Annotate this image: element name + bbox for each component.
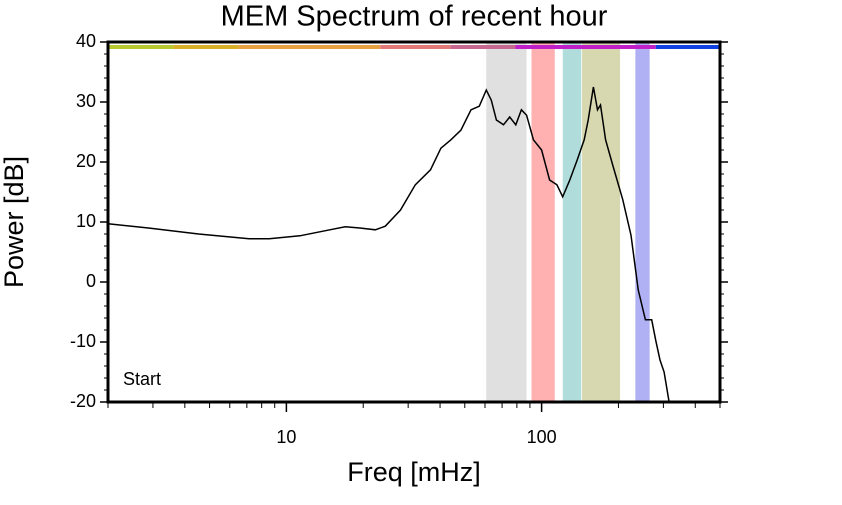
top-bar-segment (450, 45, 516, 49)
band (635, 42, 650, 402)
x-tick-label: 10 (276, 427, 296, 447)
top-bar-segment (238, 45, 381, 49)
top-bar-segment (173, 45, 239, 49)
annotation: Start (123, 369, 161, 389)
chart-title: MEM Spectrum of recent hour (221, 1, 608, 33)
y-tick-label: -10 (70, 331, 96, 351)
band (486, 42, 527, 402)
x-axis-label: Freq [mHz] (347, 457, 481, 487)
top-bar-segment (655, 45, 720, 49)
y-tick-label: 0 (86, 271, 96, 291)
top-bar-segment (108, 45, 174, 49)
x-tick-label: 100 (527, 427, 557, 447)
y-axis-label: Power [dB] (0, 156, 29, 288)
line (108, 86, 670, 402)
top-bar-segment (380, 45, 451, 49)
y-tick-label: 20 (76, 151, 96, 171)
plot-area (108, 42, 720, 402)
y-tick-label: -20 (70, 391, 96, 411)
band (531, 42, 555, 402)
y-tick-label: 30 (76, 91, 96, 111)
band (562, 42, 582, 402)
y-tick-label: 40 (76, 31, 96, 51)
top-bar-segment (515, 45, 656, 49)
y-tick-label: 10 (76, 211, 96, 231)
band (582, 42, 621, 402)
